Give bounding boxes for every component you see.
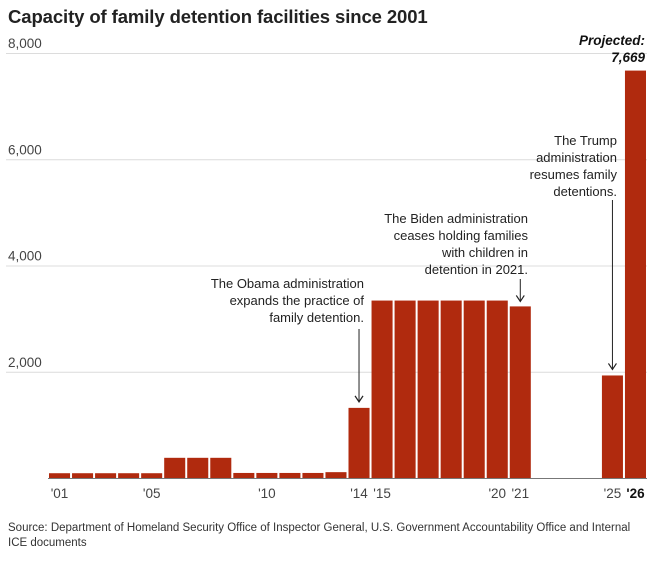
- x-tick-label: '15: [373, 486, 391, 501]
- x-tick-label: '14: [350, 486, 368, 501]
- annotation-text-line: family detention.: [269, 310, 364, 325]
- annotation-text-line: The Obama administration: [211, 276, 364, 291]
- bar-2002: [72, 473, 94, 478]
- x-tick-label: '05: [143, 486, 161, 501]
- x-tick-label: '21: [511, 486, 529, 501]
- annotation-text-line: with children in: [441, 245, 528, 260]
- annotation-text-line: The Biden administration: [384, 211, 528, 226]
- x-tick-label: '10: [258, 486, 276, 501]
- bar-2005: [141, 473, 163, 478]
- bar-2013: [325, 472, 347, 478]
- bar-2020: [486, 300, 508, 478]
- bar-2025: [601, 375, 623, 478]
- bar-2017: [417, 300, 439, 478]
- bar-2004: [118, 473, 140, 478]
- x-axis-tick-labels: '01 '05 '10 '14 '15 '20 '21 '25 '26: [51, 486, 645, 501]
- bar-2016: [394, 300, 416, 478]
- annotation-text-line: resumes family: [530, 167, 618, 182]
- annotation-text-line: The Trump: [554, 133, 617, 148]
- y-axis-tick-labels: 8,000 6,000 4,000 2,000: [8, 36, 42, 370]
- annotation: The Obama administration expands the prac…: [211, 276, 365, 403]
- annotation-arrow-head: [515, 295, 525, 303]
- annotation-arrow-head: [354, 395, 364, 403]
- bar-2003: [95, 473, 117, 478]
- bar-2014: [348, 407, 370, 478]
- x-tick-label: '01: [51, 486, 69, 501]
- projected-value: 7,669: [611, 50, 645, 65]
- bar-2011: [279, 472, 301, 478]
- bar-2026: [624, 70, 646, 478]
- bar-2012: [302, 472, 324, 478]
- source-note: Source: Department of Homeland Security …: [8, 522, 631, 549]
- bar-2019: [463, 300, 485, 478]
- annotation-text-line: detention in 2021.: [425, 262, 528, 277]
- bar-2001: [49, 473, 71, 478]
- annotation-text-line: ceases holding families: [394, 228, 529, 243]
- y-tick-label: 2,000: [8, 355, 42, 370]
- projected-caption: Projected:: [579, 33, 645, 48]
- annotation: The Biden administration ceases holding f…: [384, 211, 529, 303]
- annotation-arrow-head: [607, 363, 617, 371]
- grid-lines: [6, 53, 647, 373]
- annotations: The Obama administration expands the prac…: [211, 133, 618, 403]
- bar-2008: [210, 457, 232, 478]
- bar-2006: [164, 457, 186, 478]
- x-tick-label: '25: [604, 486, 622, 501]
- bar-2010: [256, 472, 278, 478]
- bar-2015: [371, 300, 393, 478]
- y-tick-label: 8,000: [8, 36, 42, 51]
- annotation-text-line: expands the practice of: [230, 293, 365, 308]
- x-tick-label: '26: [626, 486, 645, 501]
- annotation: The Trump administration resumes family det…: [530, 133, 618, 371]
- x-tick-label: '20: [488, 486, 506, 501]
- bar-2021: [509, 306, 531, 478]
- bar-2009: [233, 472, 255, 478]
- chart-title: Capacity of family detention facilities …: [8, 6, 428, 27]
- y-tick-label: 4,000: [8, 249, 42, 264]
- bar-2007: [187, 457, 209, 478]
- annotation-text-line: detentions.: [553, 184, 617, 199]
- projected-label: Projected: 7,669: [579, 33, 646, 65]
- annotation-text-line: administration: [536, 150, 617, 165]
- bars: [49, 70, 646, 478]
- y-tick-label: 6,000: [8, 142, 42, 157]
- bar-2018: [440, 300, 462, 478]
